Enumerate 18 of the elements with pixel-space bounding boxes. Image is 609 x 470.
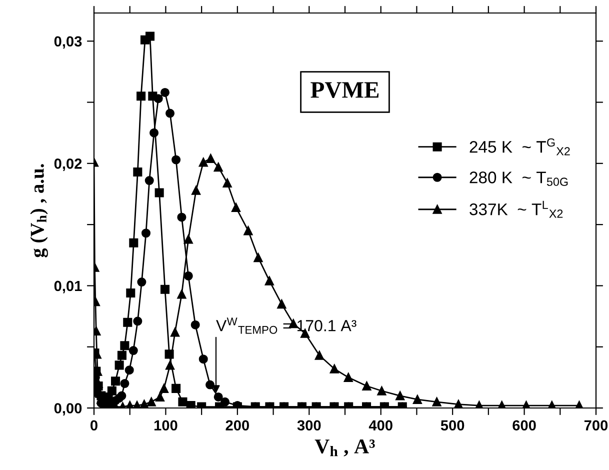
- x-axis-title: V$_{h}$ , A³: [314, 439, 375, 456]
- x-tick-label: 700: [584, 420, 608, 431]
- legend-label: 245 K ~ T$^{G}$$_{X2}$: [470, 138, 570, 156]
- y-tick-label: 0,02: [54, 158, 82, 171]
- x-tick-label: 100: [154, 420, 178, 431]
- x-tick-label: 400: [368, 420, 392, 431]
- x-tick-label: 200: [226, 420, 249, 431]
- legend-label: 280 K ~ T$_{50G}$: [470, 172, 568, 186]
- y-tick-label: 0,00: [54, 403, 82, 416]
- legend-label: 337K ~ T$^{L}$$_{X2}$: [470, 200, 563, 218]
- x-tick-label: 500: [440, 420, 464, 431]
- y-tick-label: 0,01: [54, 280, 82, 294]
- x-tick-label: 600: [512, 420, 536, 431]
- x-tick-label: 0: [90, 420, 98, 431]
- y-tick-label: 0,03: [54, 36, 82, 49]
- y-axis-title: g (V$_{h}$) , a.u.: [30, 164, 48, 258]
- x-tick-label: 300: [297, 420, 321, 431]
- annotation: PVME: [310, 82, 379, 98]
